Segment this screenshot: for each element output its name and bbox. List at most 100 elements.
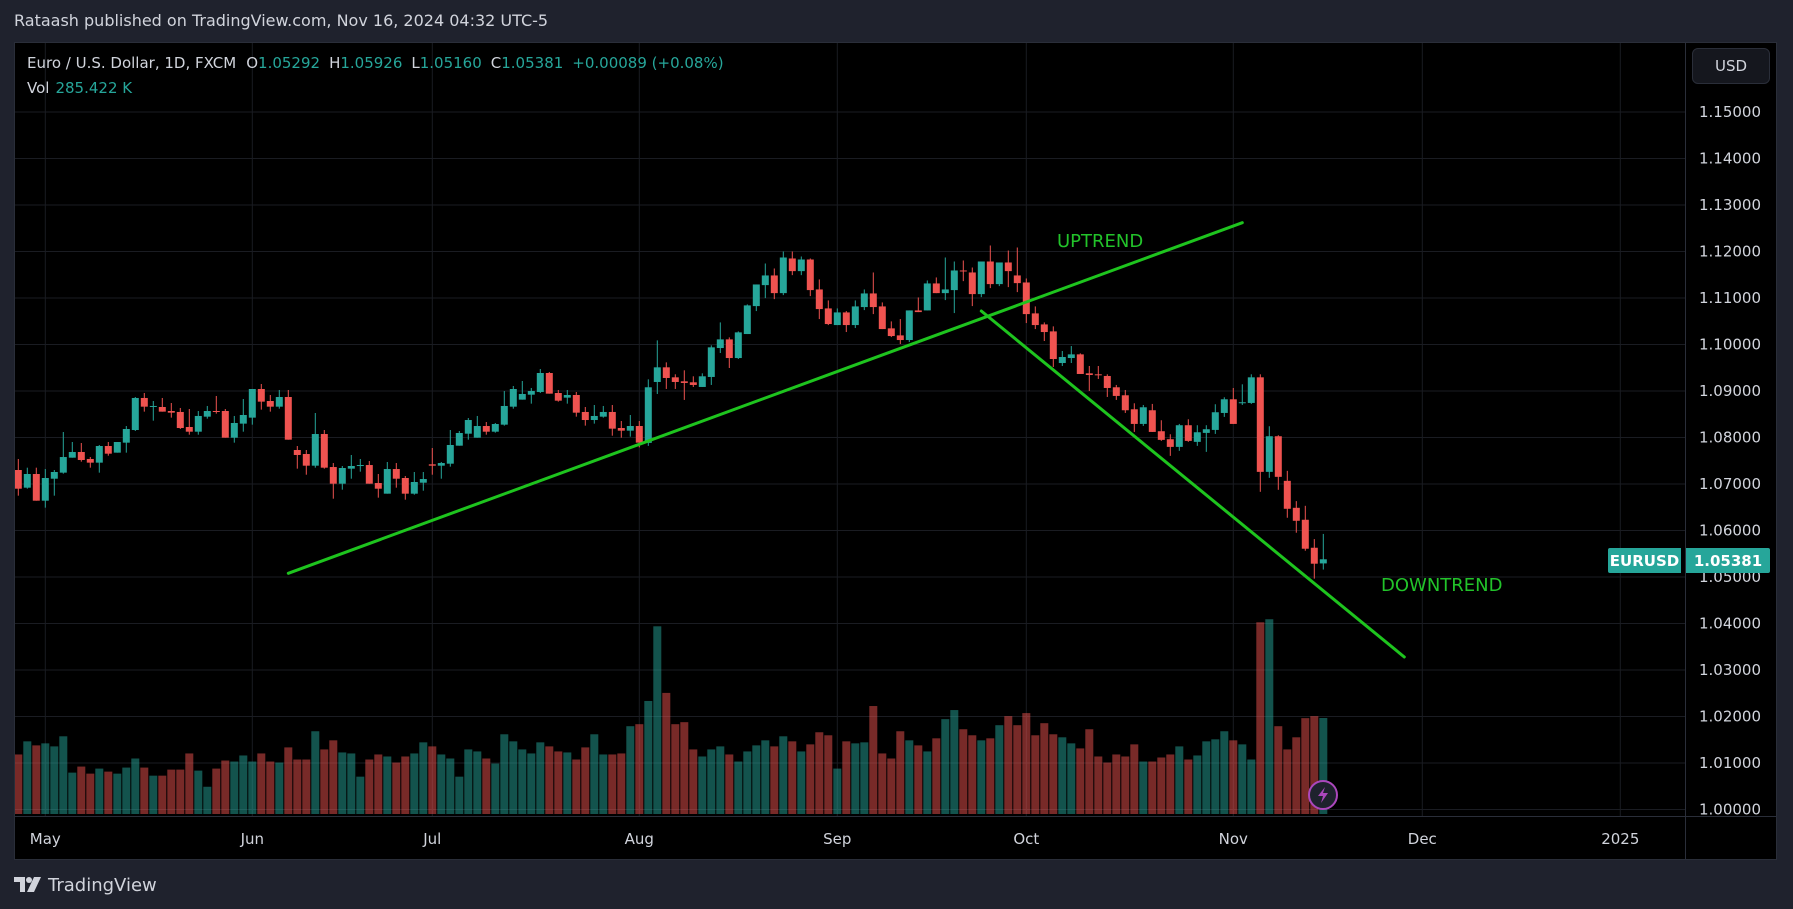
- candle-body[interactable]: [842, 312, 850, 326]
- candle-body[interactable]: [545, 373, 553, 394]
- candle-body[interactable]: [1094, 374, 1102, 376]
- candle-body[interactable]: [1130, 409, 1138, 424]
- candle-body[interactable]: [284, 396, 292, 440]
- candle-body[interactable]: [689, 382, 697, 385]
- candle-body[interactable]: [32, 474, 40, 501]
- candle-body[interactable]: [302, 454, 310, 466]
- candle-body[interactable]: [122, 428, 130, 443]
- candle-body[interactable]: [1157, 431, 1165, 440]
- candle-body[interactable]: [653, 367, 661, 382]
- candle-body[interactable]: [338, 468, 346, 484]
- candle-body[interactable]: [914, 310, 922, 313]
- candle-body[interactable]: [1013, 275, 1021, 284]
- candle-body[interactable]: [68, 452, 76, 458]
- candle-body[interactable]: [797, 259, 805, 272]
- candle-body[interactable]: [932, 283, 940, 294]
- candle-body[interactable]: [599, 411, 607, 417]
- candle-body[interactable]: [1076, 354, 1084, 374]
- price-axis[interactable]: 1.15000 1.14000 1.13000 1.12000 1.11000 1.100…: [1699, 103, 1761, 819]
- candle-body[interactable]: [221, 410, 229, 438]
- candle-body[interactable]: [1148, 410, 1156, 432]
- candle-body[interactable]: [860, 293, 868, 308]
- candle-body[interactable]: [1184, 425, 1192, 441]
- candle-body[interactable]: [923, 283, 931, 311]
- candle-body[interactable]: [491, 424, 499, 432]
- candle-body[interactable]: [293, 450, 301, 455]
- candle-body[interactable]: [707, 347, 715, 377]
- candle-body[interactable]: [131, 397, 139, 431]
- currency-button[interactable]: USD: [1692, 48, 1770, 84]
- candle-body[interactable]: [1139, 407, 1147, 424]
- candle-body[interactable]: [185, 426, 193, 432]
- candle-body[interactable]: [1265, 436, 1273, 472]
- candle-body[interactable]: [788, 258, 796, 272]
- candle-body[interactable]: [455, 432, 463, 446]
- candle-body[interactable]: [1193, 432, 1201, 442]
- trendlines[interactable]: [286, 221, 1406, 659]
- candle-body[interactable]: [257, 389, 265, 402]
- candle-body[interactable]: [473, 426, 481, 438]
- candle-body[interactable]: [248, 389, 256, 418]
- candle-body[interactable]: [1166, 439, 1174, 447]
- candle-body[interactable]: [590, 415, 598, 421]
- candle-body[interactable]: [1238, 402, 1246, 404]
- candle-body[interactable]: [1211, 412, 1219, 430]
- candle-body[interactable]: [149, 405, 157, 407]
- candle-body[interactable]: [1283, 480, 1291, 509]
- candle-body[interactable]: [644, 387, 652, 443]
- candle-body[interactable]: [1040, 324, 1048, 333]
- candle-body[interactable]: [500, 405, 508, 425]
- candle-body[interactable]: [878, 306, 886, 330]
- candle-body[interactable]: [464, 420, 472, 434]
- candle-body[interactable]: [50, 472, 58, 479]
- candle-body[interactable]: [266, 400, 274, 407]
- candle-body[interactable]: [905, 310, 913, 341]
- candle-body[interactable]: [15, 470, 22, 489]
- candle-body[interactable]: [770, 275, 778, 294]
- lightning-bolt-icon[interactable]: [1308, 780, 1338, 810]
- candle-body[interactable]: [113, 442, 121, 453]
- candle-body[interactable]: [995, 262, 1003, 285]
- candle-body[interactable]: [1022, 282, 1030, 315]
- candle-body[interactable]: [968, 272, 976, 295]
- candle-body[interactable]: [212, 410, 220, 412]
- candle-body[interactable]: [617, 428, 625, 431]
- candle-body[interactable]: [896, 335, 904, 341]
- candle-body[interactable]: [239, 414, 247, 424]
- time-axis[interactable]: May Jun Jul Aug Sep Oct Nov Dec 2025: [30, 830, 1640, 848]
- candle-body[interactable]: [977, 261, 985, 295]
- candle-body[interactable]: [941, 289, 949, 294]
- candle-body[interactable]: [1256, 377, 1264, 472]
- candle-body[interactable]: [725, 339, 733, 359]
- trendline-uptrend[interactable]: [286, 221, 1244, 575]
- candle-body[interactable]: [527, 391, 535, 395]
- candle-body[interactable]: [833, 312, 841, 326]
- candle-body[interactable]: [851, 306, 859, 326]
- candle-body[interactable]: [815, 289, 823, 310]
- candle-body[interactable]: [383, 469, 391, 494]
- candle-body[interactable]: [41, 478, 49, 501]
- candle-body[interactable]: [104, 446, 112, 454]
- volume-label[interactable]: Vol: [27, 79, 50, 97]
- candle-body[interactable]: [275, 396, 283, 407]
- candle-body[interactable]: [1067, 354, 1075, 359]
- candle-body[interactable]: [428, 464, 436, 466]
- candle-body[interactable]: [1085, 373, 1093, 376]
- candle-body[interactable]: [608, 411, 616, 429]
- candle-body[interactable]: [176, 411, 184, 429]
- candle-body[interactable]: [1031, 313, 1039, 326]
- candle-body[interactable]: [158, 406, 166, 412]
- candle-body[interactable]: [194, 415, 202, 432]
- candle-body[interactable]: [779, 257, 787, 294]
- candle-body[interactable]: [986, 261, 994, 285]
- candle-body[interactable]: [950, 270, 958, 291]
- candle-body[interactable]: [77, 452, 85, 461]
- candle-body[interactable]: [680, 381, 688, 383]
- candle-body[interactable]: [887, 328, 895, 337]
- candle-body[interactable]: [1301, 519, 1309, 549]
- candle-body[interactable]: [329, 467, 337, 484]
- candle-body[interactable]: [869, 293, 877, 308]
- candle-body[interactable]: [716, 339, 724, 349]
- tradingview-logo[interactable]: TradingView: [14, 872, 157, 898]
